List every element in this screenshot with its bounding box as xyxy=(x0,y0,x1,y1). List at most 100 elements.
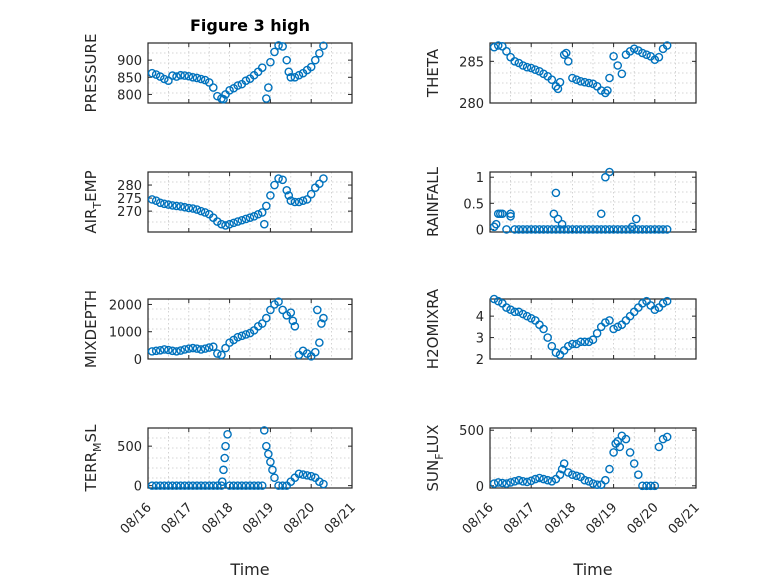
data-point xyxy=(286,196,296,205)
data-point xyxy=(605,464,614,474)
data-point xyxy=(266,305,275,315)
data-point xyxy=(568,73,577,83)
data-point xyxy=(625,448,635,457)
data-point xyxy=(294,70,304,80)
data-point xyxy=(204,481,214,490)
data-point xyxy=(172,201,181,211)
axes-box xyxy=(147,171,353,233)
data-point xyxy=(310,55,320,65)
data-point xyxy=(498,478,507,488)
data-point xyxy=(493,296,503,306)
data-point xyxy=(642,225,651,234)
data-point xyxy=(662,432,672,442)
data-point xyxy=(518,61,528,70)
data-point xyxy=(259,219,269,229)
data-point xyxy=(638,48,647,58)
data-point xyxy=(642,481,651,491)
data-point xyxy=(160,199,169,209)
data-point xyxy=(278,42,287,51)
data-point xyxy=(164,345,173,355)
data-point xyxy=(184,203,194,213)
data-point xyxy=(551,188,561,198)
data-point xyxy=(621,434,631,444)
data-point xyxy=(270,47,279,57)
data-point xyxy=(531,225,540,234)
data-point xyxy=(522,225,532,234)
data-point xyxy=(147,481,157,490)
data-point xyxy=(184,344,194,353)
y-axis-label: MIXDEPTH xyxy=(82,290,100,368)
data-point xyxy=(605,316,614,325)
data-point xyxy=(294,350,304,360)
data-point xyxy=(266,191,275,200)
data-point xyxy=(489,479,499,488)
data-point xyxy=(621,316,631,325)
data-point xyxy=(654,442,664,452)
data-point xyxy=(237,481,247,490)
data-point xyxy=(225,219,234,229)
x-tick-label: 08/16 xyxy=(460,500,497,537)
y-tick-label: 1 xyxy=(476,171,484,186)
data-point xyxy=(553,214,563,224)
data-point xyxy=(526,313,536,323)
data-point xyxy=(609,52,618,61)
data-point xyxy=(613,437,623,446)
data-point xyxy=(192,73,202,83)
data-point xyxy=(204,343,214,352)
data-point xyxy=(217,350,226,360)
y-axis-label: RAINFALL xyxy=(424,166,442,237)
data-point xyxy=(547,225,557,234)
data-point xyxy=(646,481,655,491)
y-axis-label: THETA xyxy=(424,48,442,98)
axes-box xyxy=(147,298,353,360)
axes-box xyxy=(489,298,697,360)
data-point xyxy=(259,426,269,435)
y-tick-label: 850 xyxy=(117,71,142,86)
data-point xyxy=(617,69,627,79)
panel-4: 0 0.5 1 RAINFALL xyxy=(424,166,697,238)
data-point xyxy=(506,209,515,219)
data-point xyxy=(180,481,190,490)
data-point xyxy=(617,225,627,234)
data-point xyxy=(634,303,643,312)
data-point xyxy=(147,195,157,204)
data-point xyxy=(270,473,279,483)
chart-title: Figure 3 high xyxy=(190,16,310,35)
data-point xyxy=(650,225,660,234)
data-point xyxy=(572,471,581,481)
data-point xyxy=(257,481,267,490)
data-point xyxy=(551,225,561,234)
data-point xyxy=(526,476,536,486)
data-point xyxy=(555,225,565,234)
data-point xyxy=(284,191,294,200)
x-tick-label: 08/16 xyxy=(118,500,155,537)
y-tick-label: 4 xyxy=(476,310,484,325)
data-point xyxy=(576,337,585,347)
x-axis-label: Time xyxy=(229,560,269,579)
data-point xyxy=(220,453,230,463)
data-point xyxy=(596,225,606,234)
data-point xyxy=(164,200,173,209)
data-point xyxy=(306,471,316,481)
panel-6: 2 3 4 H2OMIXRA xyxy=(424,288,697,369)
data-point xyxy=(151,70,161,79)
data-point xyxy=(631,214,641,224)
data-point xyxy=(506,305,515,315)
data-point xyxy=(588,335,598,345)
x-tick-label: 08/19 xyxy=(240,500,277,537)
data-point xyxy=(654,52,664,62)
data-point xyxy=(601,225,610,234)
data-point xyxy=(176,481,185,490)
data-point xyxy=(213,349,222,358)
data-point xyxy=(257,319,267,328)
data-point xyxy=(555,77,565,87)
data-point xyxy=(290,197,300,207)
data-point xyxy=(510,307,520,317)
axes-box xyxy=(489,427,697,489)
data-point xyxy=(315,179,324,189)
data-point xyxy=(241,330,251,339)
data-point xyxy=(625,225,635,234)
data-point xyxy=(286,72,296,82)
data-point xyxy=(274,41,283,50)
data-point xyxy=(168,481,177,490)
